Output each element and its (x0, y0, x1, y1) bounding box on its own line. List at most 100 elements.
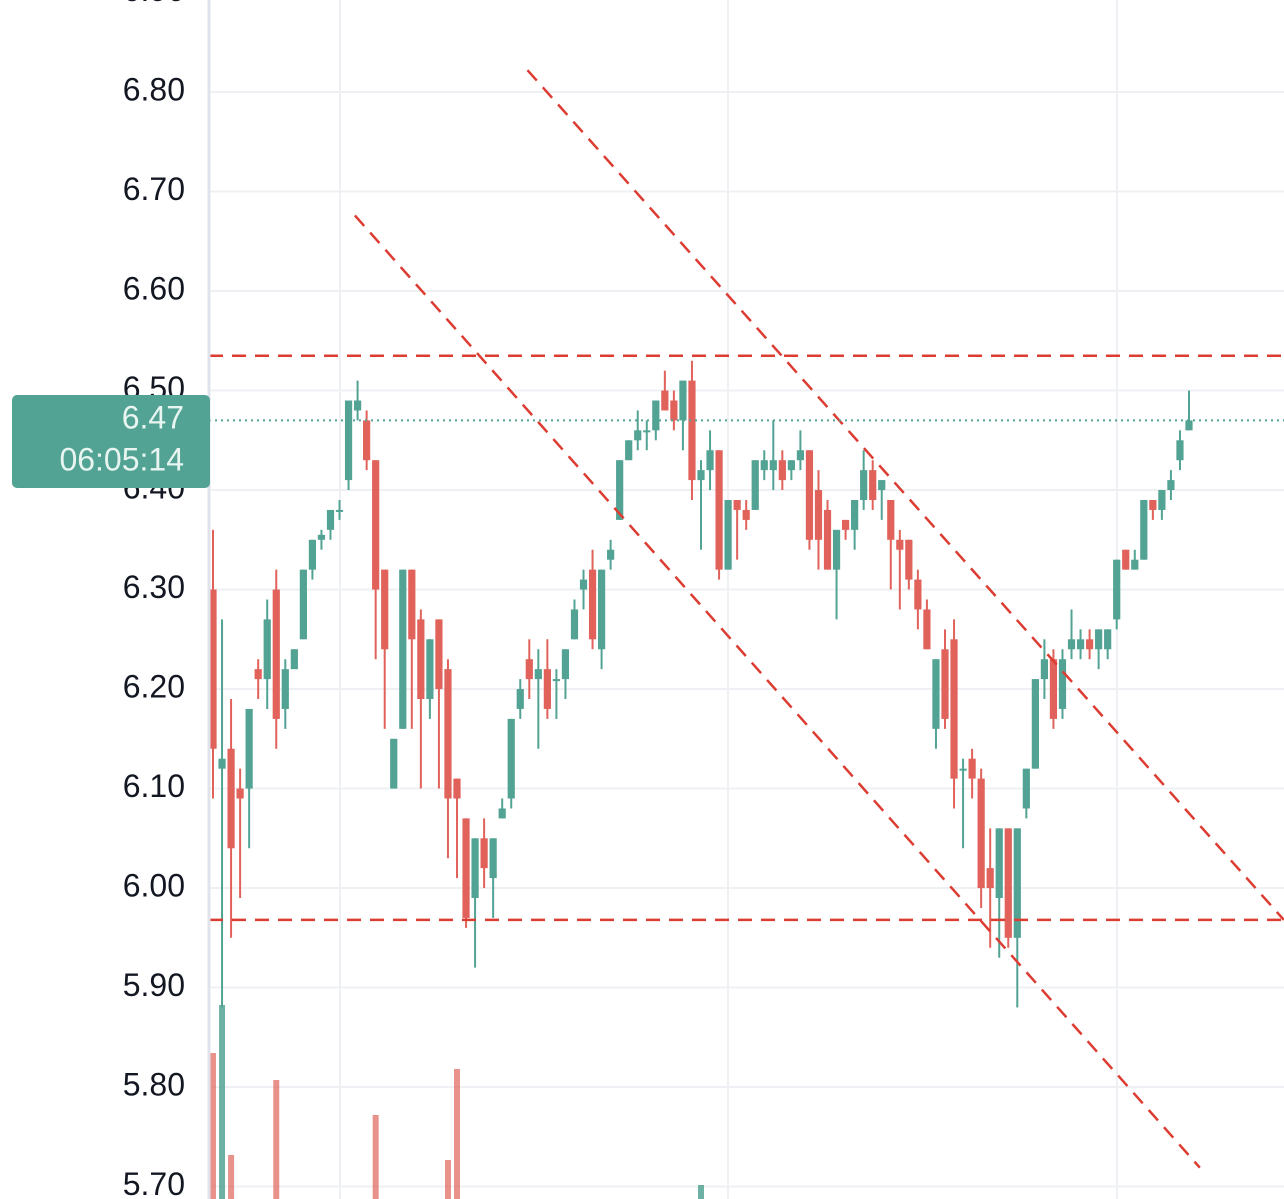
candle-body (670, 400, 678, 421)
candle-body (218, 758, 226, 769)
candle-body (408, 569, 416, 640)
y-tick-label: 6.30 (123, 569, 185, 605)
volume-bar (444, 1160, 451, 1199)
candle-body (805, 450, 814, 540)
candle-body (353, 400, 362, 411)
y-tick-label: 5.90 (123, 967, 185, 1003)
candle-body (814, 490, 823, 540)
candle-body (390, 738, 398, 789)
y-tick-label: 6.80 (123, 71, 185, 107)
price-tag-value: 6.47 (122, 399, 184, 435)
candle-body (534, 669, 542, 680)
candle-body (688, 380, 696, 481)
candle-body (426, 639, 434, 700)
candle-body (733, 499, 741, 510)
candle-body (263, 619, 271, 680)
candle-body (272, 589, 280, 719)
candle-body (498, 808, 506, 819)
candle-body (851, 499, 859, 530)
candle-body (869, 470, 877, 500)
candle-body (254, 669, 262, 680)
volume-layer (210, 1005, 704, 1199)
candle-body (552, 679, 561, 682)
candle-body (923, 609, 931, 650)
candle-body (941, 649, 949, 719)
candle-body (399, 569, 407, 729)
candle-body (1067, 639, 1076, 650)
candle-body (896, 539, 904, 550)
candle-body (715, 450, 723, 570)
candle-body (860, 470, 868, 500)
candle-body (1031, 679, 1039, 769)
candle-body (1113, 559, 1121, 620)
candle-body (977, 778, 985, 889)
candle-body (697, 470, 705, 481)
candle-body (643, 430, 651, 433)
candle-body (227, 748, 235, 849)
candle-body (1040, 659, 1049, 680)
candle-body (1085, 639, 1094, 650)
candle-body (968, 758, 976, 779)
candle-body (760, 460, 768, 471)
candle-body (381, 569, 389, 650)
candle-body (489, 838, 497, 879)
candle-body (1122, 549, 1130, 570)
candle-body (1104, 629, 1112, 650)
volume-bar (454, 1069, 460, 1199)
y-tick-label: 6.00 (123, 868, 185, 904)
candle-body (417, 619, 425, 700)
trend-line (353, 214, 1201, 1169)
candle-body (878, 480, 886, 491)
candle-body (778, 460, 786, 481)
volume-bar (219, 1005, 226, 1199)
candle-body (344, 400, 353, 481)
candle-body (245, 708, 253, 789)
candle-body (1176, 440, 1184, 461)
y-tick-label: 5.80 (123, 1067, 185, 1103)
candle-body (679, 380, 687, 421)
candle-body (832, 529, 841, 570)
price-tag-box (12, 395, 210, 488)
candle-body (299, 569, 307, 640)
volume-bar (210, 1053, 216, 1199)
candle-body (751, 460, 759, 510)
candle-body (887, 499, 895, 540)
candle-body (326, 509, 335, 530)
candle-body (1185, 420, 1193, 431)
candle-body (435, 619, 443, 690)
candle-body (724, 499, 732, 570)
candle-body (1158, 490, 1166, 510)
candle-body (769, 460, 777, 471)
price-tag-countdown: 06:05:14 (59, 441, 184, 477)
volume-bar (273, 1080, 280, 1199)
candle-body (597, 569, 606, 650)
candle-body (308, 539, 317, 570)
candle-body (950, 639, 958, 779)
candle-body (607, 549, 615, 560)
candle-body (1095, 629, 1103, 650)
drawings-layer (209, 69, 1284, 1169)
candle-body (652, 400, 660, 431)
candle-body (905, 539, 913, 580)
candle-body (209, 589, 217, 749)
candle-body (236, 788, 244, 799)
candle-body (1076, 639, 1085, 650)
candle-body (742, 509, 750, 520)
candle-body (444, 669, 452, 799)
candle-body (1058, 659, 1067, 709)
candle-body (625, 440, 633, 461)
candle-body (1131, 559, 1139, 570)
y-tick-label: 6.90 (123, 0, 185, 8)
y-tick-label: 6.70 (123, 171, 185, 207)
candle-body (1167, 480, 1175, 491)
candle-body (634, 430, 642, 441)
y-axis: 5.705.805.906.006.106.206.306.406.506.60… (123, 0, 185, 1199)
candle-body (1013, 828, 1021, 938)
grid (209, 0, 1284, 1199)
candle-body (986, 868, 994, 889)
candle-body (995, 828, 1003, 899)
candle-body (561, 649, 570, 680)
candle-body (570, 609, 579, 640)
candle-body (787, 460, 795, 471)
